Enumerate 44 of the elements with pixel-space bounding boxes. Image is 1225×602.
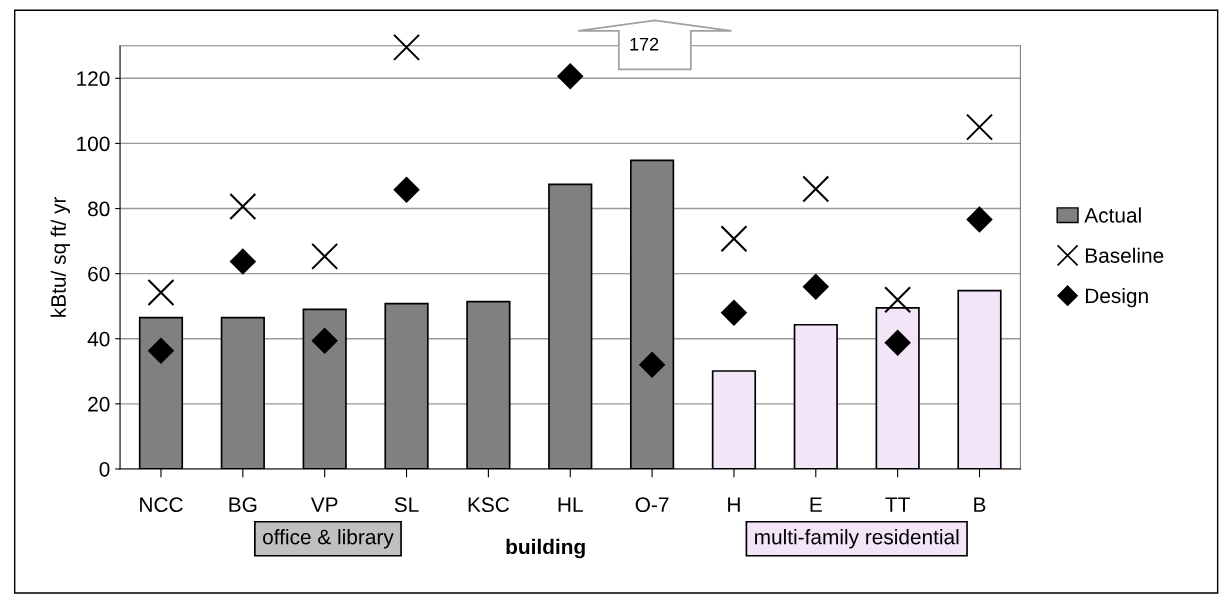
point: [311, 327, 338, 354]
x-tick-label: NCC: [140, 497, 183, 513]
legend-label: Baseline: [1085, 247, 1164, 263]
point: [230, 248, 256, 275]
point: [639, 351, 665, 378]
x-tick-label: SL: [394, 497, 419, 513]
point: [884, 286, 912, 314]
y-tick-label: 20: [88, 396, 110, 412]
legend-label: Actual: [1084, 207, 1141, 223]
point: [229, 193, 257, 221]
text: office & library: [263, 529, 394, 549]
point: [393, 176, 420, 203]
point: [148, 337, 174, 364]
annotation: 172: [630, 37, 659, 51]
point: [966, 206, 993, 233]
x-tick-label: B: [974, 497, 986, 512]
point: [311, 242, 339, 270]
x-axis-title: building: [506, 538, 585, 559]
point: [721, 299, 747, 326]
x-tick-label: BG: [229, 497, 257, 513]
point: [720, 225, 748, 253]
x-tick-label: O-7: [635, 497, 669, 513]
y-axis-title: kBtu/ sq ft/ yr: [50, 196, 71, 317]
x-tick-label: HL: [558, 497, 583, 512]
point: [884, 329, 911, 356]
y-tick-label: 100: [77, 136, 110, 152]
point: [965, 113, 994, 141]
y-tick-label: 120: [77, 71, 110, 87]
x-tick-label: VP: [310, 497, 338, 512]
point: [557, 63, 584, 90]
point: [147, 278, 175, 307]
y-tick-label: 60: [88, 266, 110, 282]
y-tick-label: 0: [99, 461, 110, 477]
x-tick-label: H: [728, 497, 740, 512]
y-tick-label: 80: [88, 201, 110, 217]
text: multi-family residential: [755, 529, 959, 549]
x-tick-label: TT: [885, 497, 910, 512]
x-tick-label: KSC: [468, 497, 510, 513]
x-tick-label: E: [810, 497, 822, 512]
point: [392, 33, 421, 61]
point: [802, 175, 830, 203]
point: [802, 273, 829, 300]
y-tick-label: 40: [87, 331, 110, 347]
legend-label: Design: [1085, 287, 1148, 308]
